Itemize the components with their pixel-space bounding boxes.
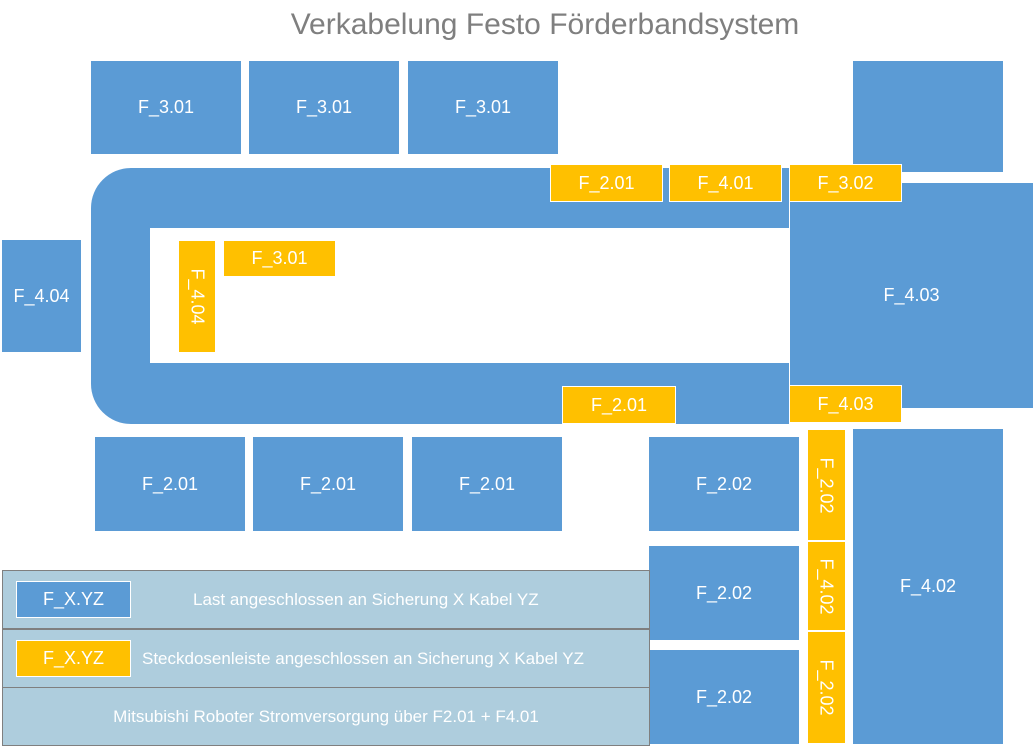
load-block: F_2.02: [649, 437, 799, 531]
power-strip: F_2.01: [562, 386, 676, 424]
power-strip: F_2.02: [807, 631, 846, 744]
legend-strip-text: Steckdosenleiste angeschlossen an Sicher…: [142, 648, 584, 668]
load-block: F_2.01: [253, 437, 403, 531]
power-strip-label: F_2.02: [817, 659, 838, 716]
power-strip: F_3.01: [223, 240, 336, 277]
load-block: F_3.01: [408, 61, 558, 154]
load-block: F_2.01: [95, 437, 245, 531]
load-block: F_4.02: [853, 429, 1003, 744]
legend-load-chip: F_X.YZ: [16, 581, 131, 618]
load-block: F_3.01: [91, 61, 241, 154]
load-block: F_3.01: [249, 61, 399, 154]
load-block-unlabeled: [853, 61, 1003, 172]
power-strip: F_4.04: [178, 240, 216, 353]
power-strip: F_4.02: [807, 541, 846, 631]
load-block: F_2.01: [412, 437, 562, 531]
diagram-title: Verkabelung Festo Förderbandsystem: [290, 8, 800, 41]
power-strip-label: F_4.02: [817, 557, 838, 615]
legend-load: F_X.YZ Last angeschlossen an Sicherung X…: [2, 570, 650, 629]
power-strip: F_2.01: [550, 164, 663, 202]
power-strip-label: F_4.04: [187, 268, 208, 325]
power-strip: F_2.02: [807, 429, 846, 541]
power-strip: F_4.03: [789, 385, 902, 423]
legend-strip: F_X.YZ Steckdosenleiste angeschlossen an…: [2, 629, 650, 688]
power-strip: F_4.01: [669, 164, 782, 202]
legend-strip-chip: F_X.YZ: [16, 640, 131, 677]
load-block: F_4.04: [2, 240, 81, 352]
load-block: F_2.02: [649, 650, 799, 744]
legend-load-text: Last angeschlossen an Sicherung X Kabel …: [193, 589, 539, 609]
load-block: F_2.02: [649, 546, 799, 640]
power-strip: F_3.02: [789, 164, 902, 202]
load-block: F_4.03: [789, 183, 1033, 408]
legend-note: Mitsubishi Roboter Stromversorgung über …: [2, 687, 650, 746]
legend-note-text: Mitsubishi Roboter Stromversorgung über …: [113, 706, 539, 726]
power-strip-label: F_2.02: [817, 456, 838, 514]
